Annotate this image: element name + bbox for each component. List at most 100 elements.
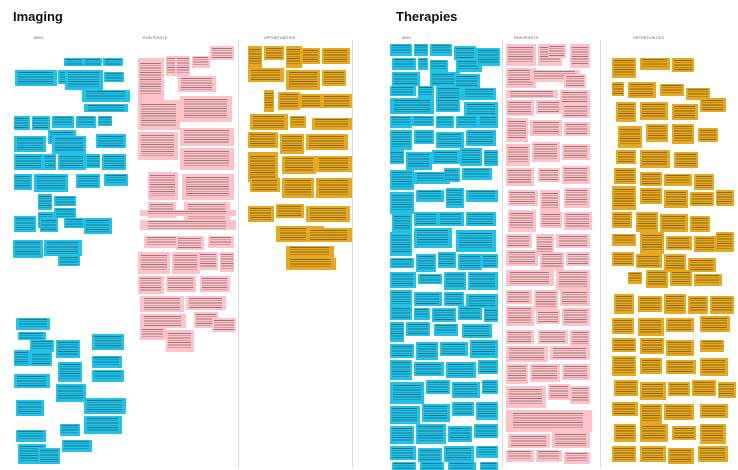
sticky-note[interactable]: [58, 256, 80, 266]
sticky-note[interactable]: [692, 380, 716, 396]
sticky-note[interactable]: [414, 228, 452, 248]
sticky-note[interactable]: [248, 152, 278, 182]
sticky-note[interactable]: [484, 308, 498, 322]
sticky-note[interactable]: [668, 382, 690, 396]
sticky-note[interactable]: [140, 328, 166, 340]
sticky-note[interactable]: [716, 232, 734, 252]
sticky-note[interactable]: [636, 254, 662, 268]
sticky-note[interactable]: [436, 98, 460, 112]
sticky-note[interactable]: [316, 178, 352, 198]
sticky-note[interactable]: [468, 272, 498, 290]
sticky-note[interactable]: [456, 230, 496, 252]
sticky-note[interactable]: [640, 102, 668, 120]
sticky-note[interactable]: [614, 168, 636, 184]
sticky-note[interactable]: [452, 402, 474, 416]
sticky-note[interactable]: [612, 318, 634, 334]
sticky-note[interactable]: [416, 342, 438, 360]
sticky-note[interactable]: [466, 130, 496, 146]
sticky-note[interactable]: [390, 44, 412, 56]
sticky-note[interactable]: [694, 174, 714, 190]
sticky-note[interactable]: [700, 340, 724, 352]
sticky-note[interactable]: [506, 386, 546, 408]
sticky-note[interactable]: [434, 324, 458, 336]
sticky-note[interactable]: [628, 272, 642, 284]
sticky-note[interactable]: [416, 190, 444, 202]
sticky-note[interactable]: [506, 100, 534, 116]
sticky-note[interactable]: [84, 104, 128, 112]
sticky-note[interactable]: [104, 72, 124, 82]
sticky-note[interactable]: [638, 318, 664, 336]
sticky-note[interactable]: [448, 426, 472, 442]
sticky-note[interactable]: [14, 350, 30, 366]
sticky-note[interactable]: [140, 296, 184, 312]
sticky-note[interactable]: [166, 56, 176, 76]
sticky-note[interactable]: [570, 330, 590, 346]
sticky-note[interactable]: [664, 404, 694, 420]
sticky-note[interactable]: [552, 432, 590, 448]
sticky-note[interactable]: [616, 102, 636, 122]
sticky-note[interactable]: [322, 70, 346, 86]
sticky-note[interactable]: [564, 74, 586, 88]
sticky-note[interactable]: [418, 86, 434, 98]
sticky-note[interactable]: [56, 340, 80, 358]
sticky-note[interactable]: [556, 270, 590, 290]
sticky-note[interactable]: [506, 364, 528, 384]
sticky-note[interactable]: [718, 382, 736, 398]
sticky-note[interactable]: [670, 270, 692, 286]
sticky-note[interactable]: [536, 310, 560, 324]
sticky-note[interactable]: [44, 154, 56, 170]
sticky-note[interactable]: [640, 404, 662, 424]
sticky-note[interactable]: [506, 90, 558, 98]
sticky-note[interactable]: [390, 290, 412, 306]
sticky-note[interactable]: [618, 126, 642, 148]
sticky-note[interactable]: [60, 424, 80, 436]
sticky-note[interactable]: [18, 332, 46, 340]
sticky-note[interactable]: [432, 150, 460, 164]
sticky-note[interactable]: [466, 212, 496, 226]
sticky-note[interactable]: [172, 252, 200, 274]
sticky-note[interactable]: [506, 144, 530, 166]
sticky-note[interactable]: [14, 136, 46, 152]
sticky-note[interactable]: [390, 116, 412, 128]
sticky-note[interactable]: [464, 102, 498, 116]
sticky-note[interactable]: [248, 206, 274, 222]
sticky-note[interactable]: [462, 168, 492, 180]
sticky-note[interactable]: [452, 382, 480, 398]
sticky-note[interactable]: [478, 360, 498, 374]
sticky-note[interactable]: [640, 58, 670, 70]
sticky-note[interactable]: [534, 290, 558, 310]
sticky-note[interactable]: [640, 150, 670, 168]
sticky-note[interactable]: [640, 188, 662, 204]
sticky-note[interactable]: [210, 46, 234, 60]
sticky-note[interactable]: [562, 104, 590, 118]
sticky-note[interactable]: [198, 252, 218, 270]
sticky-note[interactable]: [264, 46, 284, 60]
sticky-note[interactable]: [446, 188, 464, 208]
sticky-note[interactable]: [286, 246, 334, 258]
sticky-note[interactable]: [538, 330, 568, 344]
sticky-note[interactable]: [698, 128, 718, 142]
sticky-note[interactable]: [286, 258, 336, 270]
sticky-note[interactable]: [414, 308, 430, 320]
sticky-note[interactable]: [40, 218, 58, 232]
sticky-note[interactable]: [672, 58, 694, 72]
sticky-note[interactable]: [444, 292, 464, 306]
sticky-note[interactable]: [390, 232, 412, 256]
sticky-note[interactable]: [102, 154, 126, 170]
sticky-note[interactable]: [612, 212, 632, 228]
sticky-note[interactable]: [660, 84, 684, 96]
sticky-note[interactable]: [432, 308, 456, 322]
sticky-note[interactable]: [454, 46, 476, 60]
sticky-note[interactable]: [390, 382, 424, 404]
sticky-note[interactable]: [430, 44, 452, 56]
sticky-note[interactable]: [564, 188, 590, 208]
sticky-note[interactable]: [566, 252, 590, 266]
sticky-note[interactable]: [562, 144, 590, 160]
sticky-note[interactable]: [430, 72, 460, 86]
sticky-note[interactable]: [664, 254, 686, 272]
sticky-note[interactable]: [570, 386, 590, 404]
sticky-note[interactable]: [470, 340, 498, 358]
sticky-note[interactable]: [14, 374, 50, 388]
sticky-note[interactable]: [390, 86, 416, 96]
